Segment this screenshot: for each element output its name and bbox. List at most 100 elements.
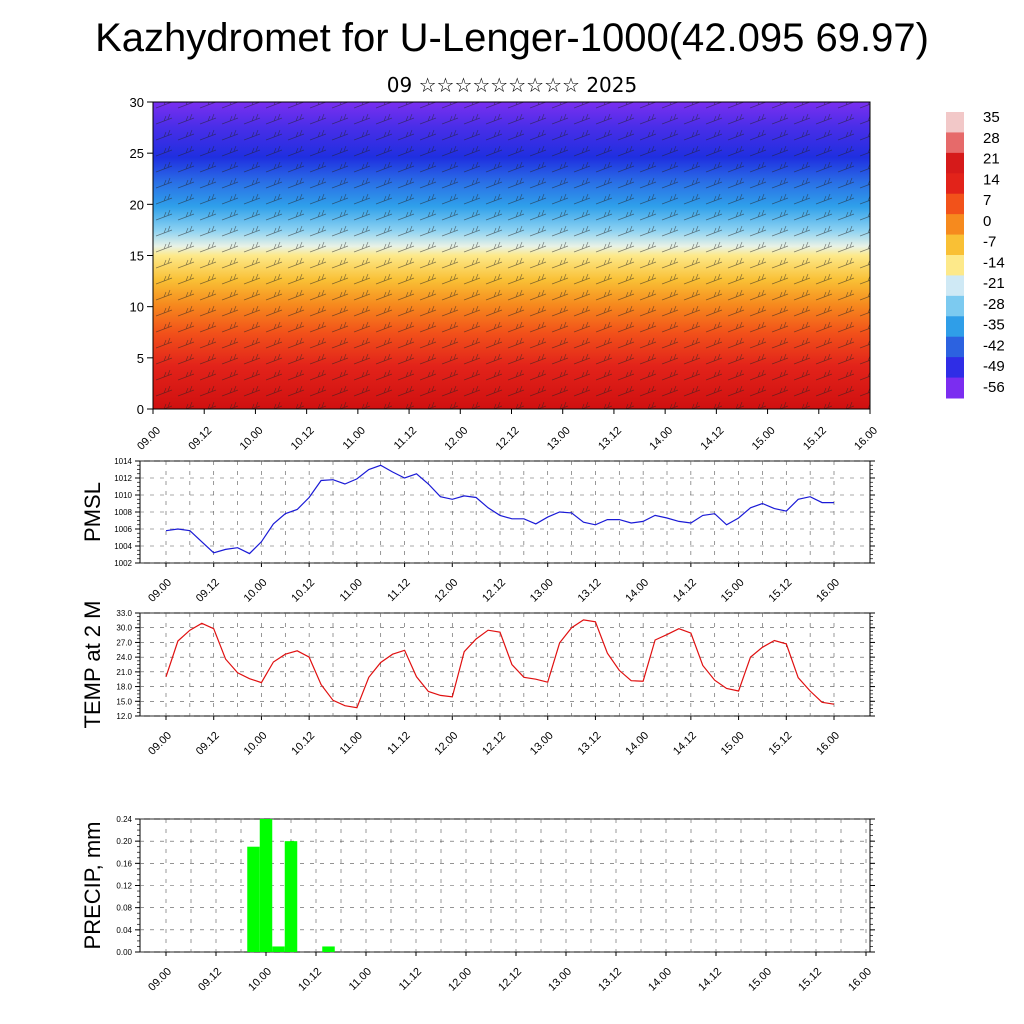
panel-pmsl-x-tick-label: 13.00 (528, 577, 556, 605)
heatmap-y-tick-label: 20 (130, 197, 144, 212)
chart-title: Kazhydromet for U-Lenger-1000(42.095 69.… (95, 16, 929, 60)
panel-pmsl-x-tick-label: 14.00 (623, 577, 651, 605)
panel-precip-x-tick-label: 10.00 (246, 966, 274, 994)
panel-precip-y-tick-label: 0.20 (116, 837, 132, 846)
panel-temp-x-tick-label: 13.00 (528, 730, 556, 758)
panel-precip-y-tick-label: 0.24 (116, 815, 132, 824)
colorbar-swatch (946, 255, 964, 276)
colorbar-swatch (946, 112, 964, 133)
panel-temp-x-tick-label: 15.12 (766, 730, 794, 758)
panel-precip-x-tick-label: 15.12 (796, 966, 824, 994)
panel-temp-x-tick-label: 10.12 (289, 730, 317, 758)
colorbar-swatch (946, 316, 964, 338)
colorbar-label: -21 (983, 275, 1005, 292)
panel-temp-x-tick-label: 16.00 (814, 730, 842, 758)
heatmap-x-tick-label: 12.12 (494, 425, 522, 453)
panel-temp-x-tick-label: 15.00 (719, 730, 747, 758)
colorbar-label: 14 (983, 171, 1000, 188)
panel-temp-y-tick-label: 33.0 (116, 609, 132, 618)
panel-precip-y-tick-label: 0.16 (116, 859, 132, 868)
panel-temp-y-tick-label: 15.0 (116, 697, 132, 706)
panel-precip-x-tick-label: 13.00 (546, 966, 574, 994)
panel-pmsl-y-tick-label: 1010 (114, 491, 132, 500)
panel-pmsl-x-tick-label: 12.00 (432, 577, 460, 605)
colorbar-swatch (946, 214, 964, 236)
heatmap-x-tick-label: 11.00 (341, 425, 368, 452)
panel-precip-x-tick-label: 15.00 (746, 966, 774, 994)
heatmap-y-tick-label: 30 (130, 95, 144, 110)
heatmap-x-tick-label: 13.00 (545, 425, 573, 453)
panel-pmsl-x-tick-label: 15.00 (719, 577, 747, 605)
heatmap-y-tick-label: 15 (130, 249, 144, 264)
colorbar-swatch (946, 275, 964, 297)
panel-temp-x-tick-label: 10.00 (242, 730, 270, 758)
heatmap-x-tick-label: 09.12 (186, 425, 214, 453)
heatmap-x-tick-label: 16.00 (852, 425, 880, 453)
heatmap-x-tick-label: 11.12 (392, 425, 419, 452)
heatmap-y-tick-label: 25 (130, 146, 144, 161)
panel-precip-y-tick-label: 0.00 (116, 948, 132, 957)
heatmap-y-tick-label: 0 (137, 402, 144, 417)
colorbar-swatch (946, 336, 964, 358)
panel-precip-y-tick-label: 0.12 (116, 882, 132, 891)
colorbar-swatch (946, 295, 964, 317)
heatmap-x-tick-label: 15.12 (801, 425, 829, 453)
heatmap-y-tick-label: 10 (130, 300, 144, 315)
panel-pmsl-x-tick-label: 14.12 (671, 577, 699, 605)
colorbar-label: 35 (983, 109, 1000, 126)
panel-precip-y-tick-label: 0.04 (116, 926, 132, 935)
panel-temp-y-tick-label: 24.0 (116, 653, 132, 662)
panel-pmsl-series-line (165, 464, 834, 555)
panel-pmsl-x-tick-label: 12.12 (480, 577, 508, 605)
heatmap-x-tick-label: 12.00 (442, 425, 470, 453)
panel-precip-x-tick-label: 10.12 (296, 966, 324, 994)
panel-pmsl-y-tick-label: 1014 (114, 457, 132, 466)
panel-precip-x-tick-label: 11.00 (347, 966, 374, 993)
colorbar-swatch (946, 357, 964, 379)
panel-temp-y-tick-label: 21.0 (116, 668, 132, 677)
panel-precip-bar (272, 946, 285, 952)
panel-precip-x-tick-label: 13.12 (596, 966, 624, 994)
colorbar-label: -14 (983, 254, 1005, 271)
panel-temp-y-tick-label: 18.0 (116, 683, 132, 692)
panel-temp-y-tick-label: 27.0 (116, 638, 132, 647)
panel-precip-x-tick-label: 14.12 (696, 966, 724, 994)
panel-temp-y-axis-title: TEMP at 2 M (80, 601, 105, 729)
colorbar-label: -28 (983, 296, 1005, 313)
colorbar-swatch (946, 377, 964, 399)
heatmap-x-tick-label: 14.00 (647, 425, 675, 453)
colorbar-swatch (946, 132, 964, 154)
wind-barbs (153, 102, 870, 409)
panel-pmsl-x-tick-label: 13.12 (576, 577, 604, 605)
panel-temp-y-tick-label: 30.0 (116, 624, 132, 633)
colorbar-label: 21 (983, 151, 1000, 168)
panel-precip-x-tick-label: 12.00 (446, 966, 474, 994)
heatmap-x-tick-label: 10.00 (238, 425, 266, 453)
panel-temp-x-tick-label: 11.00 (338, 730, 365, 757)
panel-precip-x-tick-label: 09.12 (196, 966, 224, 994)
panel-pmsl-y-tick-label: 1012 (114, 474, 132, 483)
heatmap-y-tick-label: 5 (137, 351, 144, 366)
chart-subtitle: 09 ☆☆☆☆☆☆☆☆☆ 2025 (386, 73, 638, 97)
colorbar-swatch (946, 173, 964, 195)
panel-temp-series-line (165, 619, 835, 709)
panel-pmsl-x-tick-label: 16.00 (814, 577, 842, 605)
panel-precip-x-tick-label: 16.00 (846, 966, 874, 994)
panel-precip-x-tick-label: 09.00 (146, 966, 174, 994)
colorbar-label: -49 (983, 358, 1005, 375)
colorbar-label: 28 (983, 130, 1000, 147)
panel-pmsl-y-tick-label: 1008 (114, 508, 132, 517)
colorbar-label: -56 (983, 379, 1005, 396)
panel-pmsl-y-tick-label: 1004 (114, 542, 132, 551)
panel-temp-frame (139, 612, 871, 717)
panel-precip-bar (247, 846, 260, 952)
colorbar-label: -42 (983, 337, 1005, 354)
heatmap-x-tick-label: 10.12 (289, 425, 317, 453)
panel-temp-x-tick-label: 09.12 (194, 730, 222, 758)
panel-precip-y-axis-title: PRECIP, mm (80, 822, 105, 950)
panel-temp-x-tick-label: 12.00 (432, 730, 460, 758)
heatmap-x-tick-label: 15.00 (750, 425, 778, 453)
colorbar-label: -7 (983, 234, 996, 251)
panel-pmsl-x-tick-label: 11.00 (338, 577, 365, 604)
panel-pmsl-x-tick-label: 09.12 (194, 577, 222, 605)
